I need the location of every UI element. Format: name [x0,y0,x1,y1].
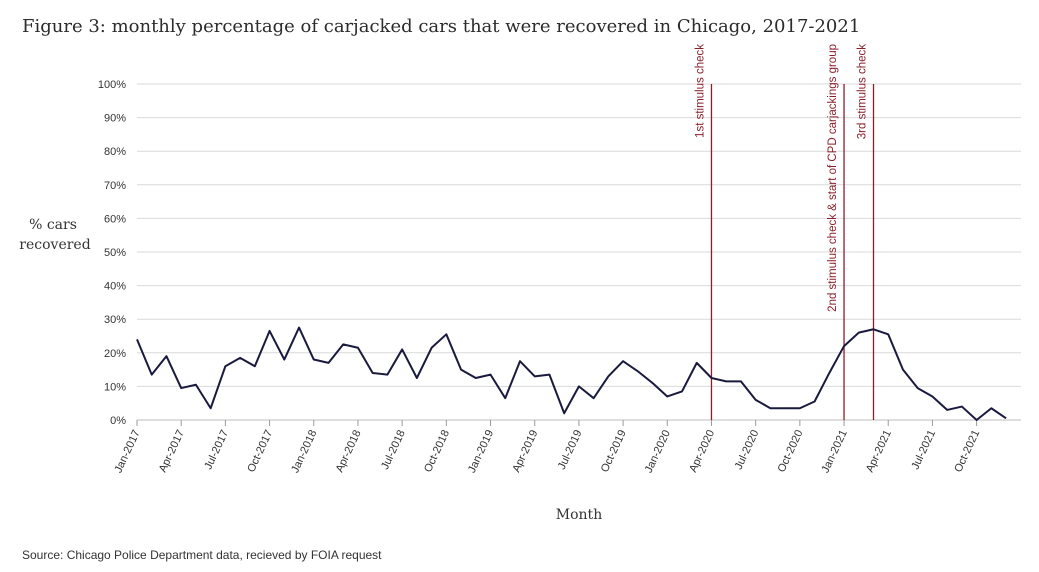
annotation-label: 1st stimulus check [694,44,706,138]
gridlines [137,83,1021,387]
x-tick-label: Jul-2021 [909,428,938,471]
x-tick-label: Apr-2019 [510,428,540,474]
x-tick-label: Jan-2021 [819,428,849,475]
x-tick-label: Apr-2020 [687,428,717,474]
chart-title: Figure 3: monthly percentage of carjacke… [22,16,861,37]
y-tick-label: 70% [104,180,126,192]
y-tick-label: 0% [110,415,126,427]
x-tick-label: Jul-2019 [556,428,585,471]
x-tick-label: Jan-2018 [289,428,319,475]
x-tick-label: Jan-2019 [466,428,496,475]
x-tick-label: Oct-2018 [422,428,452,474]
x-axis: Jan-2017 Apr-2017 Jul-2017 Oct-2017 Jan-2018… [112,419,1021,475]
source-note: Source: Chicago Police Department data, … [22,548,382,562]
y-tick-label: 30% [104,314,126,326]
y-axis-label-line2: recovered [19,237,90,253]
x-axis-label: Month [556,507,602,523]
annotations: 1st stimulus check 2nd stimulus check & s… [694,44,875,420]
x-tick-label: Apr-2018 [334,428,364,474]
x-tick-label: Oct-2017 [245,428,275,474]
y-tick-labels: 0% 10% 20% 30% 40% 50% 60% 70% 80% 90% 100% [98,79,126,427]
y-tick-label: 80% [104,146,126,158]
annotation-label: 2nd stimulus check & start of CPD carjac… [827,44,839,312]
series-line [136,326,1007,421]
y-tick-label: 50% [104,247,126,259]
annotation-label: 3rd stimulus check [857,44,869,139]
x-tick-label: Oct-2019 [599,428,629,474]
x-tick-label: Jan-2020 [643,428,673,475]
x-tick-label: Oct-2020 [776,428,806,474]
x-tick-label: Jan-2017 [112,428,142,475]
y-tick-label: 100% [98,79,126,91]
y-tick-label: 20% [104,348,126,360]
x-tick-label: Apr-2021 [864,428,894,474]
x-tick-label: Apr-2017 [157,428,187,474]
x-tick-label: Oct-2021 [952,428,982,474]
series-group [136,326,1007,421]
y-tick-label: 10% [104,381,126,393]
y-axis-label-line1: % cars [29,217,77,233]
x-tick-label: Jul-2017 [202,428,231,471]
y-tick-label: 60% [104,213,126,225]
y-tick-label: 40% [104,281,126,293]
y-tick-label: 90% [104,113,126,125]
x-tick-label: Jul-2020 [733,428,762,471]
x-tick-label: Jul-2018 [379,428,408,471]
